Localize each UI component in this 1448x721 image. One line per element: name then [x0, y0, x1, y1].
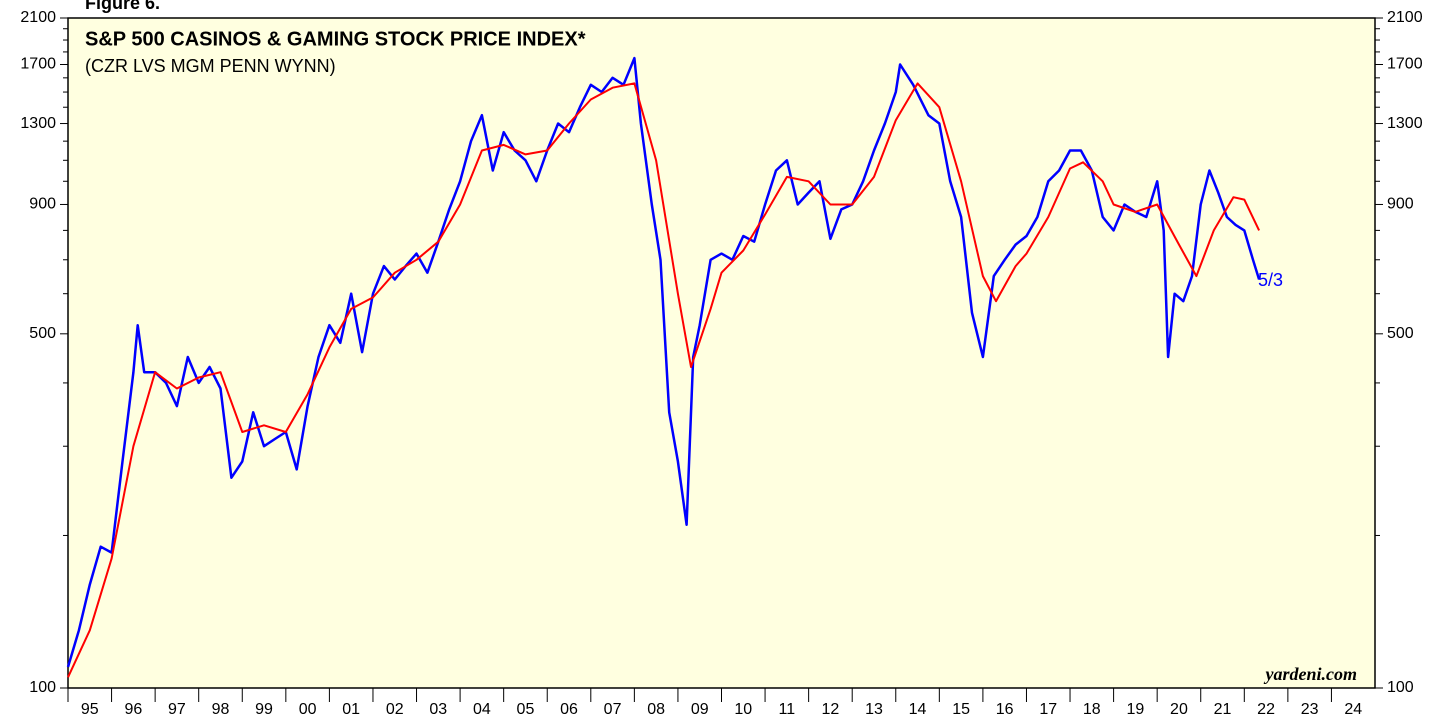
y2-tick-label: 1700 [1387, 56, 1423, 73]
x-tick-label: 04 [473, 701, 491, 718]
x-tick-label: 23 [1301, 701, 1319, 718]
figure-label: Figure 6. [85, 0, 160, 13]
annotation: 5/3 [1258, 270, 1283, 290]
x-tick-label: 16 [996, 701, 1014, 718]
x-tick-label: 09 [691, 701, 709, 718]
y2-tick-label: 900 [1387, 196, 1414, 213]
x-tick-label: 13 [865, 701, 883, 718]
x-tick-label: 08 [647, 701, 665, 718]
x-tick-label: 19 [1126, 701, 1144, 718]
x-tick-label: 98 [212, 701, 230, 718]
marks [66, 56, 1261, 678]
x-tick-label: 06 [560, 701, 578, 718]
x-tick-label: 97 [168, 701, 186, 718]
y2-tick-label: 1300 [1387, 115, 1423, 132]
x-tick-label: 96 [124, 701, 142, 718]
series-line [67, 82, 1261, 678]
y-tick-label: 1300 [20, 115, 56, 132]
x-tick-label: 01 [342, 701, 360, 718]
y2-tick-label: 2100 [1387, 9, 1423, 26]
plot-area [67, 17, 1376, 689]
x-tick-label: 07 [604, 701, 622, 718]
y-tick-label: 2100 [20, 9, 56, 26]
x-tick-label: 18 [1083, 701, 1101, 718]
x-tick-label: 12 [822, 701, 840, 718]
x-tick-label: 22 [1257, 701, 1275, 718]
y2-tick-label: 100 [1387, 679, 1414, 696]
x-tick-label: 24 [1344, 701, 1362, 718]
x-tick-label: 15 [952, 701, 970, 718]
x-tick-label: 14 [909, 701, 927, 718]
y-tick-label: 100 [29, 679, 56, 696]
x-tick-label: 03 [429, 701, 447, 718]
x-tick-label: 05 [517, 701, 535, 718]
x-tick-label: 17 [1039, 701, 1057, 718]
chart-title: S&P 500 CASINOS & GAMING STOCK PRICE IND… [85, 28, 586, 50]
x-tick-label: 95 [81, 701, 99, 718]
y-tick-label: 1700 [20, 56, 56, 73]
y-tick-label: 900 [29, 196, 56, 213]
x-tick-label: 99 [255, 701, 273, 718]
x-tick-label: 02 [386, 701, 404, 718]
x-tick-label: 20 [1170, 701, 1188, 718]
chart-subtitle: (CZR LVS MGM PENN WYNN) [85, 56, 336, 76]
x-tick-label: 11 [779, 701, 796, 718]
source: yardeni.com [1264, 664, 1358, 684]
x-tick-label: 10 [734, 701, 752, 718]
y-tick-label: 500 [29, 325, 56, 342]
series-line [66, 56, 1261, 668]
x-tick-label: 00 [299, 701, 317, 718]
x-tick-label: 21 [1214, 701, 1232, 718]
y2-tick-label: 500 [1387, 325, 1414, 342]
